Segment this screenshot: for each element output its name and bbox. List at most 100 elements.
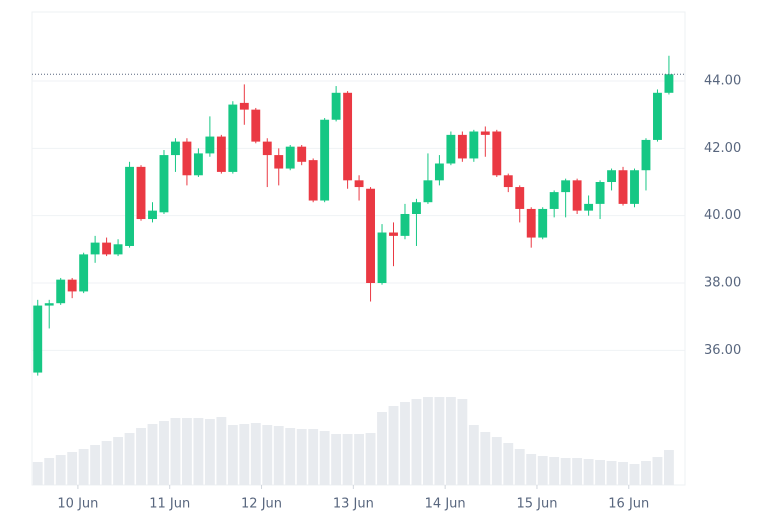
candle-body bbox=[33, 305, 43, 373]
candle-body bbox=[400, 213, 410, 236]
x-tick-label: 14 Jun bbox=[425, 497, 466, 512]
volume-bar bbox=[78, 449, 89, 485]
candle-body bbox=[125, 166, 134, 246]
volume-bar bbox=[595, 460, 606, 485]
candle-body bbox=[457, 134, 467, 159]
candle-body bbox=[159, 155, 169, 213]
volume-bar bbox=[319, 431, 330, 485]
volume-bar bbox=[101, 441, 112, 485]
volume-bar bbox=[193, 418, 204, 485]
volume-bar bbox=[204, 419, 215, 485]
candle-body bbox=[434, 163, 444, 181]
volume-bar bbox=[67, 452, 78, 485]
volume-bar bbox=[560, 458, 571, 485]
x-tick-label: 12 Jun bbox=[241, 497, 282, 512]
volume-bar bbox=[90, 445, 101, 485]
volume-bar bbox=[227, 425, 238, 485]
candle-body bbox=[561, 180, 571, 193]
volume-bar bbox=[250, 423, 261, 485]
volume-bar bbox=[549, 457, 560, 485]
plot-frame bbox=[31, 11, 686, 486]
y-tick-label: 38.00 bbox=[704, 276, 741, 291]
volume-bar bbox=[170, 418, 181, 485]
candle-body bbox=[171, 141, 180, 156]
volume-bar bbox=[308, 429, 319, 485]
volume-bar bbox=[113, 437, 124, 485]
candle-body bbox=[148, 210, 157, 220]
volume-bar bbox=[503, 443, 514, 485]
y-tick-label: 36.00 bbox=[704, 343, 741, 358]
candle-body bbox=[354, 180, 364, 188]
volume-bar bbox=[216, 417, 227, 485]
volume-bar bbox=[537, 456, 548, 485]
candle-body bbox=[67, 279, 77, 292]
candle-body bbox=[56, 279, 66, 304]
volume-bar bbox=[491, 437, 502, 485]
candle-body bbox=[480, 131, 490, 135]
x-tick-label: 11 Jun bbox=[149, 497, 190, 512]
y-tick-label: 44.00 bbox=[704, 74, 741, 89]
candle-body bbox=[90, 242, 100, 255]
volume-bar bbox=[606, 461, 617, 485]
candle-body bbox=[515, 187, 525, 209]
candle-body bbox=[618, 170, 628, 204]
candle-body bbox=[44, 303, 54, 306]
candle-body bbox=[653, 92, 662, 140]
candle-body bbox=[79, 254, 89, 292]
candle-body bbox=[228, 104, 238, 172]
candle-body bbox=[193, 153, 203, 176]
volume-bar bbox=[136, 428, 146, 485]
candle-body bbox=[584, 203, 594, 211]
volume-bar bbox=[652, 457, 663, 485]
x-tick-label: 13 Jun bbox=[333, 497, 374, 512]
volume-bar bbox=[526, 454, 537, 485]
candle-body bbox=[366, 188, 375, 284]
candle-body bbox=[526, 208, 536, 238]
volume-bar bbox=[147, 424, 158, 485]
volume-bar bbox=[583, 459, 594, 485]
volume-bar bbox=[124, 433, 135, 485]
volume-bar bbox=[572, 458, 583, 485]
candle-body bbox=[331, 92, 341, 120]
candle-body bbox=[343, 92, 353, 181]
volume-bar bbox=[365, 433, 376, 485]
volume-bar bbox=[480, 432, 491, 485]
candle-body bbox=[641, 139, 651, 171]
volume-bar bbox=[262, 425, 273, 485]
volume-bar bbox=[468, 425, 479, 485]
candle-body bbox=[102, 242, 112, 255]
candle-body bbox=[205, 136, 215, 154]
candle-body bbox=[538, 208, 548, 238]
candle-body bbox=[607, 170, 616, 183]
y-tick-label: 40.00 bbox=[704, 208, 741, 223]
volume-bar bbox=[445, 397, 456, 485]
candle-body bbox=[285, 146, 295, 169]
volume-bar bbox=[663, 450, 674, 485]
candle-body bbox=[274, 155, 284, 169]
candle-body bbox=[549, 192, 559, 209]
candle-body bbox=[595, 182, 605, 204]
volume-bar bbox=[296, 429, 307, 485]
volume-bar bbox=[377, 412, 387, 485]
x-tick-label: 10 Jun bbox=[57, 497, 98, 512]
volume-bar bbox=[641, 461, 651, 485]
candle-body bbox=[469, 131, 479, 159]
volume-bar bbox=[239, 424, 250, 485]
volume-bar bbox=[422, 397, 433, 485]
volume-bar bbox=[285, 428, 296, 485]
candle-body bbox=[182, 141, 192, 176]
volume-bar bbox=[55, 455, 66, 485]
candle-body bbox=[297, 146, 307, 162]
y-tick-label: 42.00 bbox=[704, 141, 741, 156]
candle-body bbox=[308, 160, 318, 201]
volume-bar bbox=[629, 464, 640, 485]
volume-bar bbox=[354, 434, 365, 485]
candle-body bbox=[412, 202, 421, 214]
candle-body bbox=[320, 119, 330, 201]
candle-body bbox=[630, 170, 639, 204]
candle-body bbox=[377, 232, 387, 284]
x-tick-label: 15 Jun bbox=[516, 497, 557, 512]
candle-body bbox=[262, 141, 272, 156]
candle-body bbox=[572, 180, 582, 211]
